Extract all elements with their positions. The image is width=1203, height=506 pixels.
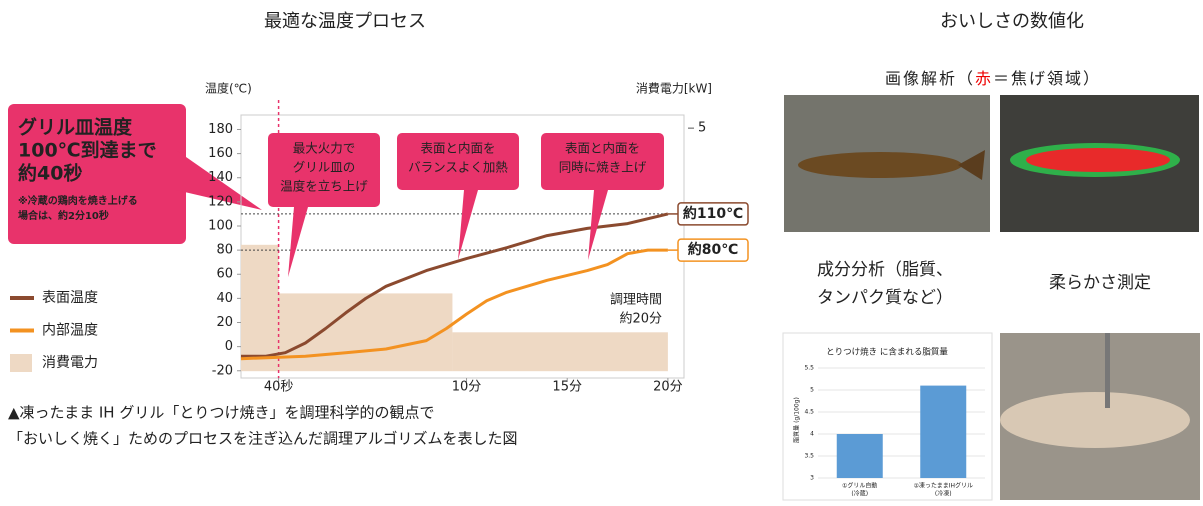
y-tick-label: -20 bbox=[212, 363, 233, 378]
x-tick-label: 20分 bbox=[653, 380, 683, 395]
reference-label: 約80℃ bbox=[688, 241, 738, 258]
bar-category: ①グリル自動 bbox=[842, 482, 877, 490]
callout-pointer bbox=[458, 190, 478, 260]
grill-headline: 約40秒 bbox=[18, 162, 82, 185]
callout-text: 表面と内面を bbox=[420, 141, 495, 156]
callout-text: 温度を立ち上げ bbox=[280, 179, 368, 194]
meat-shape bbox=[1000, 392, 1190, 448]
callout-text: バランスよく加熱 bbox=[408, 160, 508, 175]
y-tick-label: 80 bbox=[216, 243, 233, 258]
x-tick-label: 15分 bbox=[552, 380, 582, 395]
power-step bbox=[452, 332, 667, 371]
power-step bbox=[279, 293, 453, 371]
bar-y-label: 脂質量 (g/100g) bbox=[793, 397, 801, 443]
callout-text: 最大火力で bbox=[293, 141, 356, 156]
callout-text: 表面と内面を bbox=[565, 141, 640, 156]
component-label: タンパク質など） bbox=[817, 288, 953, 308]
bar-category-note: (冷蔵) bbox=[851, 490, 868, 498]
y-tick-label: 0 bbox=[225, 339, 233, 354]
bar-y-tick-label: 5 bbox=[810, 387, 814, 394]
bar-y-tick-label: 4 bbox=[810, 431, 814, 438]
title-part: 画像解析（ bbox=[885, 69, 975, 88]
page: 最適な温度プロセス おいしさの数値化 画像解析（赤＝焦げ領域） 成分分析（脂質、… bbox=[0, 0, 1203, 506]
y-tick-label: 160 bbox=[208, 146, 233, 161]
caption: 「おいしく焼く」ためのプロセスを注ぎ込んだ調理アルゴリズムを表した図 bbox=[8, 430, 518, 448]
power-step bbox=[241, 245, 279, 371]
component-label: 成分分析（脂質、 bbox=[817, 260, 953, 280]
bar-category-note: (冷凍) bbox=[935, 490, 952, 498]
x-tick-label: 40秒 bbox=[264, 380, 294, 395]
bar-category: ②凍ったままIHグリル bbox=[914, 482, 973, 490]
callout-text: 同時に焼き上げ bbox=[559, 160, 647, 175]
legend-label: 内部温度 bbox=[42, 323, 98, 339]
callout-pointer bbox=[288, 207, 308, 277]
y-tick-label: 60 bbox=[216, 267, 233, 282]
grill-headline: 100℃到達まで bbox=[18, 139, 157, 162]
left-title: 最適な温度プロセス bbox=[264, 11, 426, 32]
callout-text: グリル皿の bbox=[293, 160, 356, 175]
y-tick-label: 140 bbox=[208, 170, 233, 185]
y2-tick-label: 5 bbox=[698, 121, 706, 136]
grill-note: 場合は、約2分10秒 bbox=[18, 209, 109, 222]
image-analysis-title: 画像解析（赤＝焦げ領域） bbox=[885, 69, 1101, 88]
title-part: ＝焦げ領域） bbox=[993, 69, 1101, 88]
y2-axis-label: 消費電力[kW] bbox=[636, 81, 712, 96]
bar-y-tick-label: 4.5 bbox=[804, 409, 814, 416]
bar-chart-title: とりつけ焼き に含まれる脂質量 bbox=[826, 347, 948, 358]
page-canvas: 最適な温度プロセス おいしさの数値化 画像解析（赤＝焦げ領域） 成分分析（脂質、… bbox=[0, 0, 1203, 506]
bar-y-tick-label: 3.5 bbox=[804, 453, 814, 460]
y-tick-label: 120 bbox=[208, 194, 233, 209]
legend-label: 消費電力 bbox=[42, 355, 98, 371]
y-tick-label: 40 bbox=[216, 291, 233, 306]
softness-label: 柔らかさ測定 bbox=[1049, 273, 1151, 293]
bar bbox=[837, 434, 883, 478]
probe bbox=[1105, 333, 1110, 408]
y-tick-label: 20 bbox=[216, 315, 233, 330]
duration-label: 調理時間 bbox=[610, 293, 662, 308]
bar bbox=[920, 386, 966, 478]
grill-note: ※冷蔵の鶏肉を焼き上げる bbox=[18, 194, 138, 207]
title-part: 赤 bbox=[975, 69, 993, 88]
caption: ▲凍ったまま IH グリル「とりつけ焼き」を調理科学的の観点で bbox=[8, 404, 434, 422]
right-title: おいしさの数値化 bbox=[940, 11, 1084, 32]
y-tick-label: 100 bbox=[208, 218, 233, 233]
legend-label: 表面温度 bbox=[42, 290, 98, 306]
grill-headline: グリル皿温度 bbox=[18, 116, 133, 139]
duration-label: 約20分 bbox=[619, 312, 662, 327]
legend-swatch bbox=[10, 354, 32, 372]
x-tick-label: 10分 bbox=[452, 380, 482, 395]
y-axis-label: 温度(℃) bbox=[205, 81, 252, 96]
bar-y-tick-label: 5.5 bbox=[804, 365, 814, 372]
fish-shape bbox=[798, 152, 962, 178]
bar-y-tick-label: 3 bbox=[810, 475, 814, 482]
reference-label: 約110℃ bbox=[683, 205, 743, 222]
burn-area bbox=[1026, 148, 1170, 172]
y-tick-label: 180 bbox=[208, 122, 233, 137]
